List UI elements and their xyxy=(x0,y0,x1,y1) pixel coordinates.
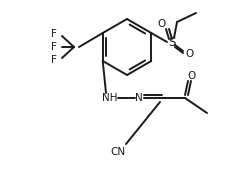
Text: O: O xyxy=(158,19,166,29)
Text: S: S xyxy=(168,36,176,48)
Text: O: O xyxy=(185,49,193,59)
Text: NH: NH xyxy=(102,93,118,103)
Text: F: F xyxy=(51,55,57,65)
Text: F: F xyxy=(51,42,57,52)
Text: CN: CN xyxy=(110,147,126,157)
Text: F: F xyxy=(51,29,57,39)
Text: N: N xyxy=(135,93,143,103)
Text: O: O xyxy=(188,71,196,81)
